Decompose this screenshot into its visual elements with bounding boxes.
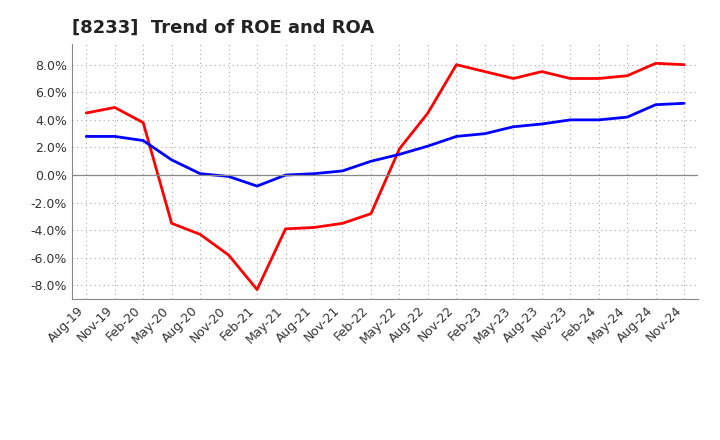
ROA [253,183,261,189]
ROA [282,172,290,178]
ROE [225,253,233,258]
ROA [225,174,233,179]
ROA [452,134,461,139]
ROE [680,62,688,67]
ROA [566,117,575,122]
ROE [480,69,489,74]
ROA [595,117,603,122]
ROA [310,171,318,176]
ROE [338,221,347,226]
ROA [680,101,688,106]
Line: ROE: ROE [86,63,684,290]
ROE [395,146,404,151]
ROA [110,134,119,139]
Text: [8233]  Trend of ROE and ROA: [8233] Trend of ROE and ROA [72,19,374,37]
ROA [623,114,631,120]
ROE [282,226,290,231]
ROE [623,73,631,78]
ROA [366,158,375,164]
ROA [509,124,518,129]
ROA [537,121,546,127]
ROE [566,76,575,81]
ROE [366,211,375,216]
ROE [167,221,176,226]
ROE [452,62,461,67]
ROE [110,105,119,110]
ROE [310,225,318,230]
ROA [395,152,404,157]
ROE [253,287,261,292]
ROE [652,61,660,66]
ROE [537,69,546,74]
ROA [652,102,660,107]
ROA [167,157,176,162]
Line: ROA: ROA [86,103,684,186]
ROE [82,110,91,116]
ROA [480,131,489,136]
ROA [82,134,91,139]
ROE [196,232,204,237]
ROA [139,138,148,143]
ROE [509,76,518,81]
ROE [595,76,603,81]
ROA [423,143,432,149]
ROA [338,168,347,173]
ROA [196,171,204,176]
ROE [423,110,432,116]
ROE [139,120,148,125]
Legend: ROE, ROA: ROE, ROA [298,439,472,440]
